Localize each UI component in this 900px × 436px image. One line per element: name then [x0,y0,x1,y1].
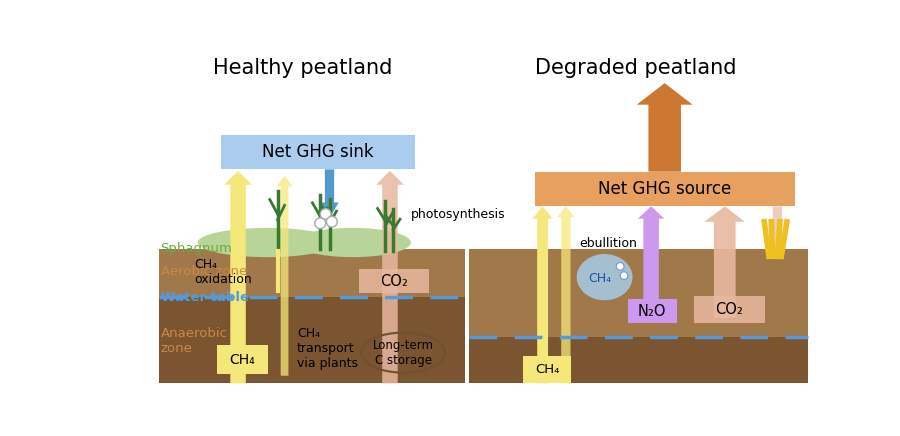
Circle shape [320,209,331,219]
Polygon shape [557,206,574,383]
Bar [221,136,415,169]
Bar [628,299,677,324]
Text: CH₄: CH₄ [230,353,256,367]
Polygon shape [533,206,553,383]
Circle shape [315,218,326,228]
Polygon shape [768,206,787,256]
Text: photosynthesis: photosynthesis [411,208,506,221]
Ellipse shape [294,228,411,257]
Text: CH₄: CH₄ [589,272,611,285]
Polygon shape [637,83,693,172]
Polygon shape [376,171,404,383]
Bar [469,249,808,337]
Bar [535,172,795,206]
Circle shape [620,272,628,279]
Circle shape [616,262,624,270]
Bar [523,357,572,383]
Text: CH₄
transport
via plants: CH₄ transport via plants [297,327,358,370]
Text: CO₂: CO₂ [380,273,408,289]
Polygon shape [705,206,745,318]
Text: CO₂: CO₂ [716,302,743,317]
Text: Aerobic zone: Aerobic zone [160,265,247,278]
Text: Net GHG source: Net GHG source [598,180,732,198]
Text: Water table: Water table [160,291,248,304]
Bar [694,296,765,324]
Text: CH₄: CH₄ [536,364,560,376]
Text: N₂O: N₂O [638,303,667,319]
Text: Anaerobic
zone: Anaerobic zone [160,327,228,355]
Bar [217,345,267,374]
Ellipse shape [577,254,633,300]
Bar [159,297,465,383]
Text: Net GHG sink: Net GHG sink [262,143,374,161]
Bar [469,337,808,383]
Bar [359,269,428,293]
Text: Healthy peatland: Healthy peatland [212,58,392,78]
Polygon shape [277,176,292,376]
Text: ebullition: ebullition [580,237,637,250]
Ellipse shape [198,228,338,257]
Polygon shape [224,171,252,383]
Text: CH₄
oxidation: CH₄ oxidation [194,258,252,286]
Polygon shape [638,206,664,318]
Bar [159,249,465,297]
Text: Long-term
C storage: Long-term C storage [373,339,434,367]
Text: Sphagnum: Sphagnum [160,242,232,255]
Polygon shape [320,169,338,218]
Text: Degraded peatland: Degraded peatland [535,58,736,78]
Circle shape [327,216,338,227]
